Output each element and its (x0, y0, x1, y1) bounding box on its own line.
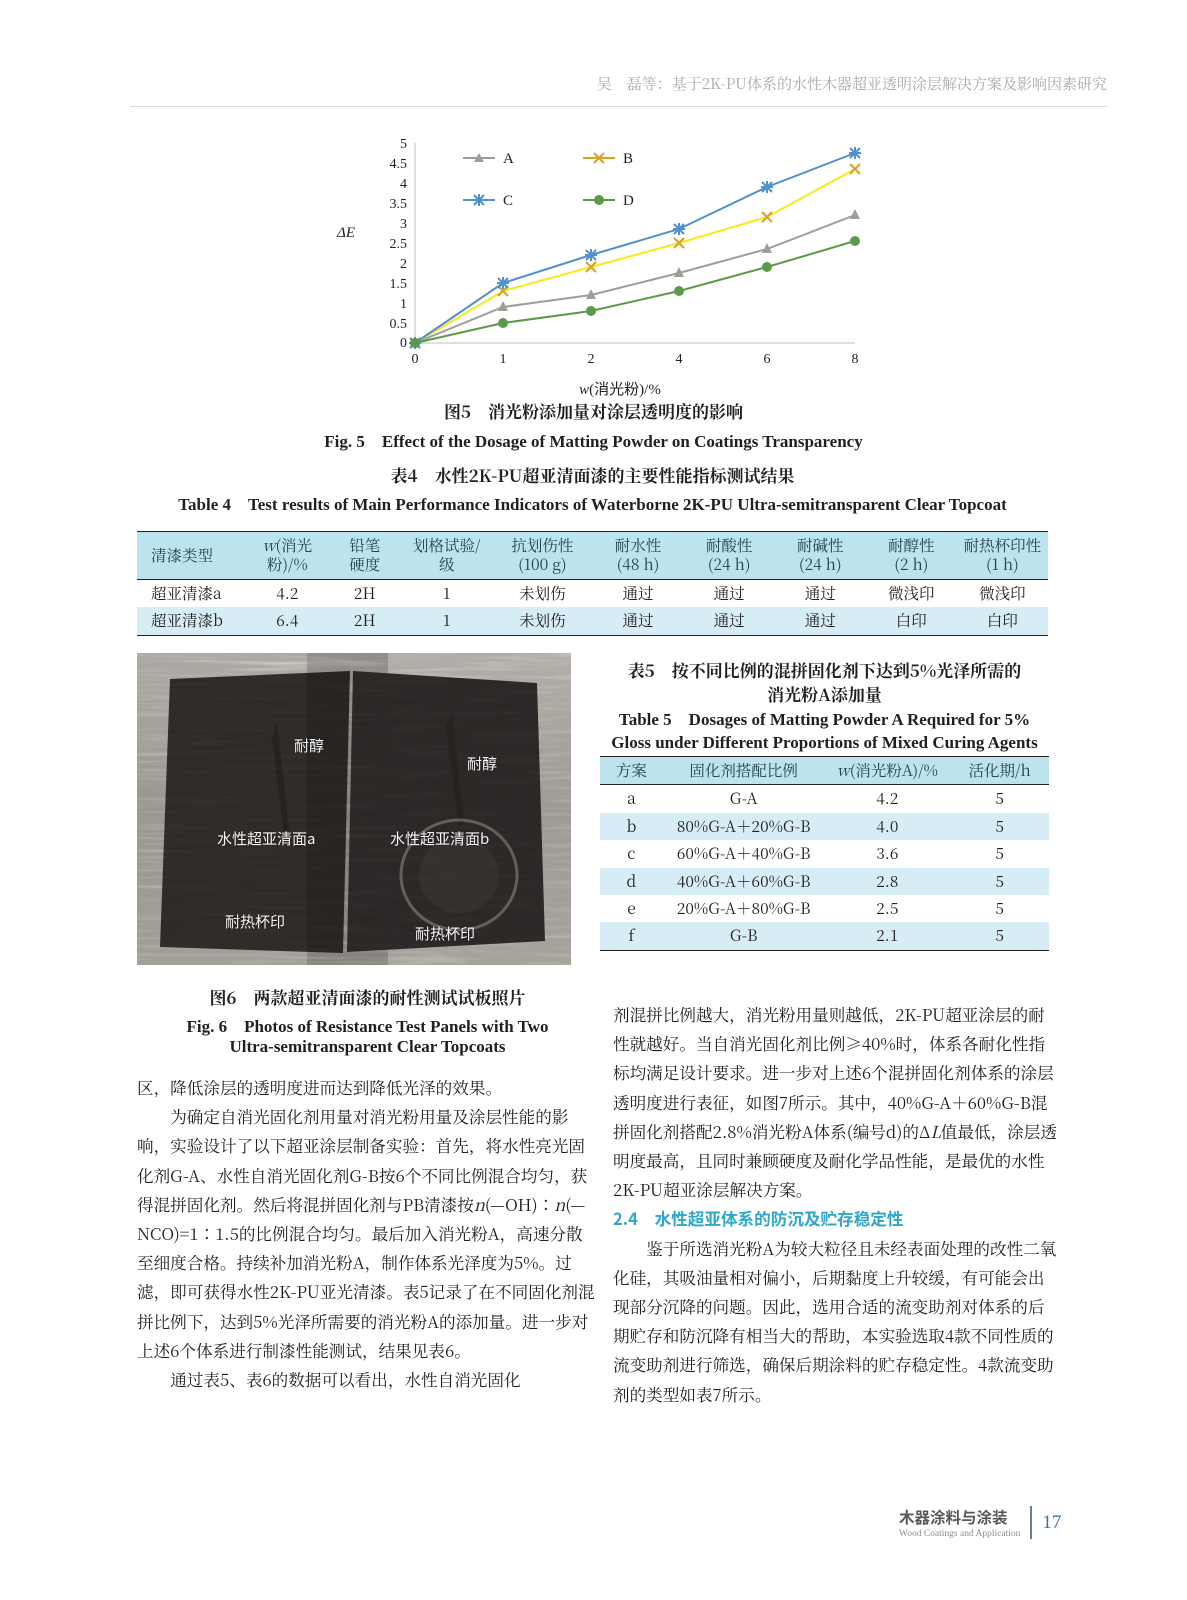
svg-text:8: 8 (852, 352, 859, 367)
svg-text:6: 6 (764, 352, 771, 367)
svg-text:C: C (503, 193, 513, 209)
svg-text:3.5: 3.5 (390, 197, 408, 212)
svg-text:1.5: 1.5 (390, 277, 408, 292)
svg-text:3: 3 (400, 217, 407, 232)
svg-text:4: 4 (676, 352, 683, 367)
svg-text:A: A (503, 151, 514, 167)
svg-text:2: 2 (400, 257, 407, 272)
svg-text:0.5: 0.5 (390, 317, 408, 332)
svg-text:1: 1 (500, 352, 507, 367)
svg-text:5: 5 (400, 138, 407, 152)
svg-text:1: 1 (400, 297, 407, 312)
svg-text:4: 4 (400, 177, 407, 192)
svg-text:0: 0 (412, 352, 419, 367)
svg-text:2: 2 (588, 352, 595, 367)
svg-text:4.5: 4.5 (390, 157, 408, 172)
svg-text:B: B (623, 151, 633, 167)
svg-text:D: D (623, 193, 634, 209)
svg-text:0: 0 (400, 336, 407, 351)
svg-text:2.5: 2.5 (390, 237, 408, 252)
